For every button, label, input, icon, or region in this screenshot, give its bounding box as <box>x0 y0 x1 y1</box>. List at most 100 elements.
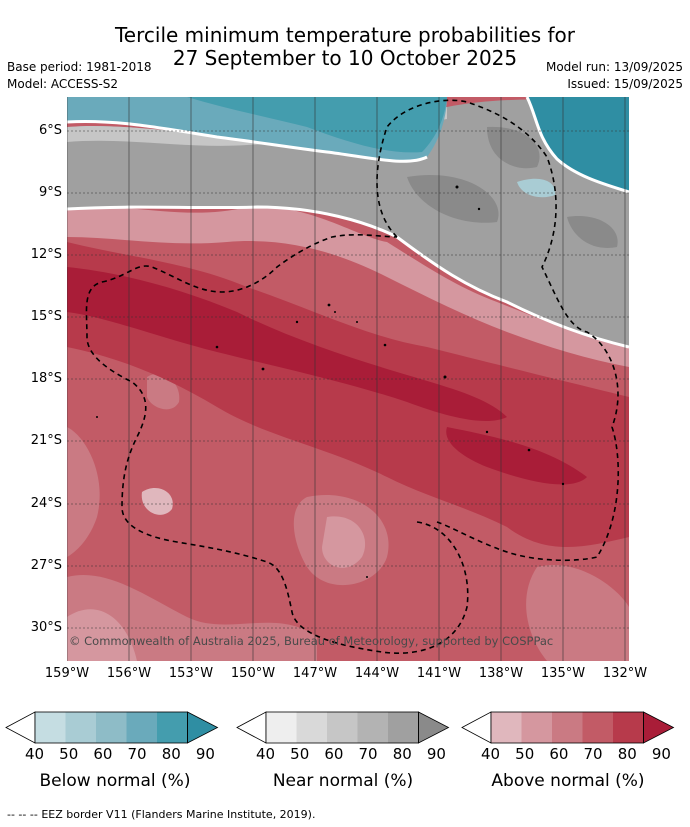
lat-label-9s: 9°S <box>38 185 62 200</box>
colorbar-above-swatches <box>461 711 675 744</box>
below-normal-title: Below normal (%) <box>39 771 191 791</box>
tick: 50 <box>515 745 535 763</box>
colorbar-swatch <box>96 712 127 743</box>
model-name: Model: ACCESS-S2 <box>7 77 119 91</box>
lon-label-147w: 147°W <box>292 666 338 681</box>
below-boundary-ne <box>525 97 629 194</box>
lat-label-24s: 24°S <box>30 496 62 511</box>
above-normal-lightest-spot <box>141 488 173 515</box>
colorbar-swatch <box>582 712 613 743</box>
tick: 50 <box>290 745 310 763</box>
colorbar-high-extend <box>643 711 675 744</box>
below-normal-ticks: 40 50 60 70 80 90 <box>25 745 215 763</box>
above-normal-ticks: 40 50 60 70 80 90 <box>481 745 671 763</box>
tick: 80 <box>617 745 637 763</box>
lon-label-156w: 156°W <box>106 666 152 681</box>
map-title: Tercile minimum temperature probabilitie… <box>0 24 690 70</box>
eez-legend-symbol: -- -- -- <box>7 808 38 821</box>
lon-label-135w: 135°W <box>540 666 586 681</box>
below-normal-core <box>187 97 447 153</box>
colorbar-swatch <box>552 712 583 743</box>
above-normal-max <box>67 267 507 422</box>
colorbar-low-extend <box>5 711 36 744</box>
above-normal-title: Above normal (%) <box>491 771 645 791</box>
colorbar-low-extend <box>461 711 492 744</box>
colorbar-outline <box>490 711 644 744</box>
meta-left: Base period: 1981-2018 Model: ACCESS-S2 <box>7 59 152 93</box>
lat-label-21s: 21°S <box>30 433 62 448</box>
title-line-1: Tercile minimum temperature probabilitie… <box>114 23 576 47</box>
tick: 70 <box>358 745 378 763</box>
tick: 80 <box>161 745 181 763</box>
copyright-text: © Commonwealth of Australia 2025, Bureau… <box>69 634 553 648</box>
lon-label-159w: 159°W <box>44 666 90 681</box>
lon-label-150w: 150°W <box>230 666 276 681</box>
above-normal-light-spot <box>147 373 180 410</box>
near-normal-region <box>67 99 629 347</box>
near-normal-title: Near normal (%) <box>272 771 414 791</box>
lon-label-132w: 132°W <box>602 666 648 681</box>
colorbar-swatch <box>126 712 157 743</box>
tick: 60 <box>93 745 113 763</box>
colorbar-swatch <box>327 712 358 743</box>
colorbar-swatch <box>613 712 644 743</box>
tick: 80 <box>392 745 412 763</box>
tick: 40 <box>481 745 501 763</box>
tick: 60 <box>549 745 569 763</box>
colorbar-near-normal <box>236 711 458 749</box>
eez-borders <box>85 99 620 654</box>
below-boundary-n <box>67 119 428 163</box>
colorbar-swatch <box>357 712 388 743</box>
below-normal-ne <box>67 97 629 192</box>
colorbar-below-swatches <box>5 711 219 744</box>
colorbar-swatch <box>388 712 419 743</box>
model-run: Model run: 13/09/2025 <box>545 60 683 74</box>
colorbar-swatch <box>157 712 188 743</box>
lon-gridlines <box>67 97 626 661</box>
colorbar-low-extend <box>236 711 267 744</box>
lat-label-18s: 18°S <box>30 371 62 386</box>
tick: 90 <box>426 745 446 763</box>
tick: 50 <box>59 745 79 763</box>
colorbar-swatch <box>296 712 327 743</box>
footer-legend: -- -- -- EEZ border V11 (Flanders Marine… <box>7 808 315 821</box>
probability-map: © Commonwealth of Australia 2025, Bureau… <box>67 97 629 661</box>
lat-label-15s: 15°S <box>30 309 62 324</box>
near-normal-dark-spot-e <box>567 216 618 248</box>
lon-label-138w: 138°W <box>478 666 524 681</box>
above-normal-light-w <box>67 427 100 557</box>
boundary-line <box>67 205 629 349</box>
eez-legend-text: EEZ border V11 (Flanders Marine Institut… <box>41 808 316 821</box>
colorbar-outline <box>34 711 188 744</box>
colorbar-below-normal <box>5 711 227 749</box>
lon-label-141w: 141°W <box>416 666 462 681</box>
colorbar-above-normal <box>461 711 683 749</box>
islands <box>96 185 565 578</box>
above-normal-max-e <box>446 427 587 485</box>
tick: 70 <box>583 745 603 763</box>
colorbar-swatch <box>35 712 66 743</box>
near-normal-ticks: 40 50 60 70 80 90 <box>256 745 446 763</box>
lon-label-144w: 144°W <box>354 666 400 681</box>
lat-label-27s: 27°S <box>30 558 62 573</box>
colorbar-swatch <box>65 712 96 743</box>
near-normal-light-band <box>67 107 447 146</box>
colorbar-outline <box>265 711 419 744</box>
tick: 90 <box>195 745 215 763</box>
above-normal-light-se <box>526 565 629 661</box>
tick: 40 <box>256 745 276 763</box>
base-period: Base period: 1981-2018 <box>7 60 152 74</box>
colorbar-high-extend <box>187 711 219 744</box>
meta-right: Model run: 13/09/2025 Issued: 15/09/2025 <box>546 59 683 93</box>
tick: 70 <box>127 745 147 763</box>
above-normal-lighter-c <box>322 516 366 568</box>
below-normal-spot <box>517 178 556 198</box>
colorbar-near-swatches <box>236 711 450 744</box>
above-normal-transition <box>67 206 629 367</box>
lat-label-6s: 6°S <box>38 123 62 138</box>
tick: 60 <box>324 745 344 763</box>
map-canvas: © Commonwealth of Australia 2025, Bureau… <box>67 97 629 661</box>
colorbar-high-extend <box>418 711 450 744</box>
tick: 40 <box>25 745 45 763</box>
tick: 90 <box>651 745 671 763</box>
